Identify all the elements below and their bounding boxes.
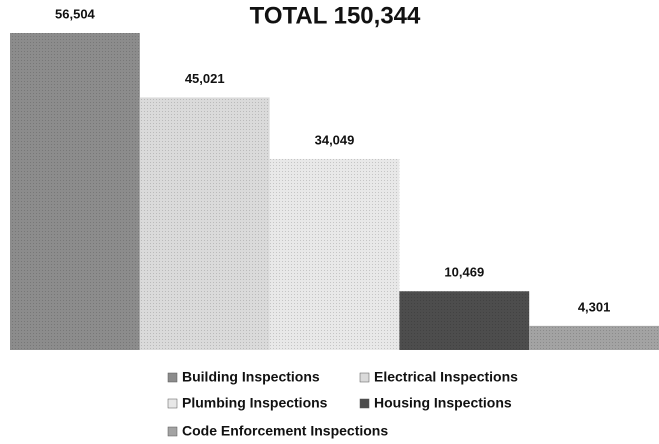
bar bbox=[139, 97, 270, 350]
value-label: 34,049 bbox=[315, 132, 355, 147]
bar bbox=[529, 325, 659, 350]
value-label: 10,469 bbox=[444, 265, 484, 280]
legend-label: Code Enforcement Inspections bbox=[182, 423, 388, 439]
legend-swatch bbox=[359, 372, 370, 383]
value-label: 45,021 bbox=[185, 71, 225, 86]
bar bbox=[399, 291, 530, 350]
chart-title: TOTAL 150,344 bbox=[250, 2, 421, 29]
legend-label: Plumbing Inspections bbox=[182, 395, 328, 411]
legend-label: Electrical Inspections bbox=[374, 369, 518, 385]
bar bbox=[10, 33, 140, 350]
legend-swatch bbox=[167, 426, 178, 437]
legend-label: Building Inspections bbox=[182, 369, 320, 385]
value-label: 4,301 bbox=[578, 299, 611, 314]
legend-label: Housing Inspections bbox=[374, 395, 512, 411]
bar bbox=[269, 158, 400, 350]
value-label: 56,504 bbox=[55, 6, 96, 21]
legend-swatch bbox=[167, 398, 178, 409]
legend-swatch bbox=[167, 372, 178, 383]
legend-swatch bbox=[359, 398, 370, 409]
